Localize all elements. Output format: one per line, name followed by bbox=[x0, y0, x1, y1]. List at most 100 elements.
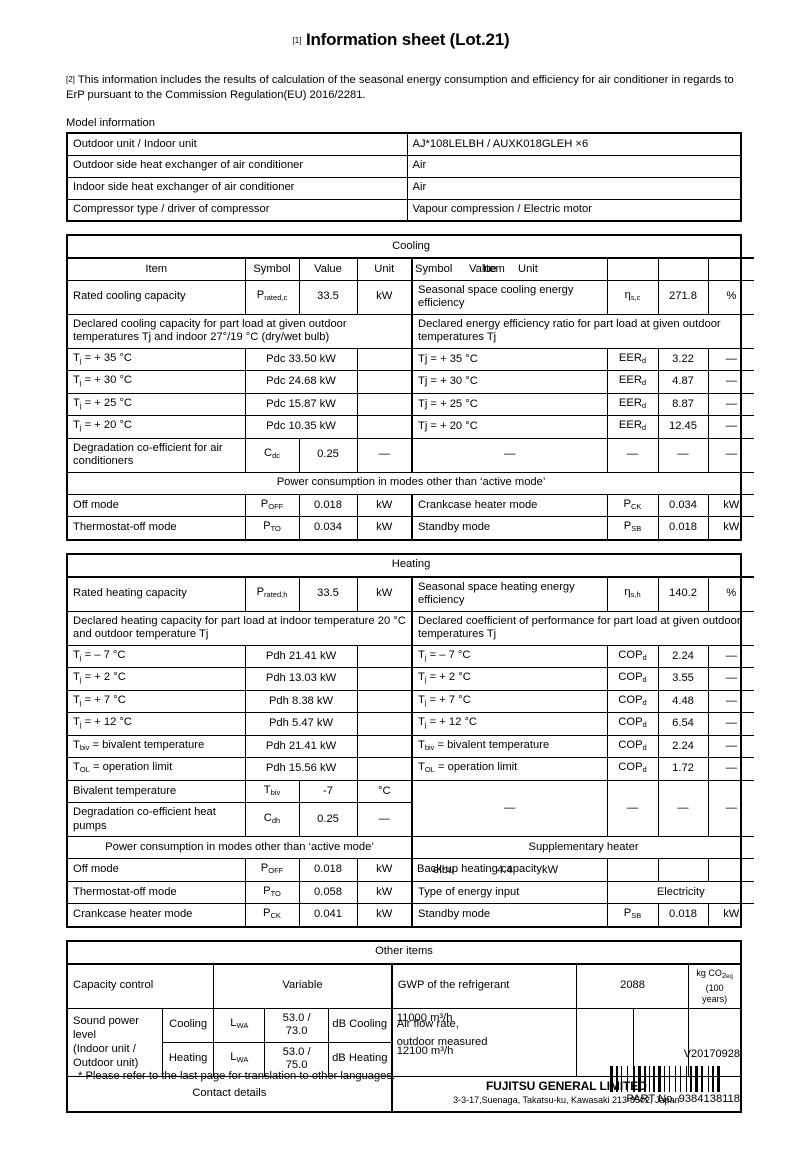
temp-sub: OL bbox=[79, 765, 90, 774]
temp-sub: j bbox=[79, 652, 82, 662]
heating-pdh-unit-blank bbox=[356, 689, 413, 713]
temp-rest: = + 2 °C bbox=[426, 671, 471, 683]
cooling-degradation-symbol: Cdc bbox=[244, 437, 300, 473]
cooling-crankcase-value: 0.034 bbox=[657, 493, 709, 517]
heating-crankcase-symbol: PCK bbox=[244, 903, 300, 926]
symbol-sub: s,c bbox=[630, 293, 641, 303]
temp-symbol: T bbox=[73, 693, 80, 706]
heating-cop-value: 4.48 bbox=[657, 689, 709, 713]
heating-pdh-value: Pdh 13.03 kW bbox=[244, 667, 358, 691]
air-flow-value-top: 11000 m³/h bbox=[396, 1011, 453, 1024]
rated-heating-label: Rated heating capacity bbox=[68, 576, 246, 612]
cooling-pdc-value: Pdc 10.35 kW bbox=[244, 415, 358, 439]
cooling-eer-symbol: EERd bbox=[606, 392, 659, 416]
symbol-sub: WA bbox=[236, 1055, 249, 1065]
temp-symbol: T bbox=[418, 671, 425, 683]
heating-dash-2: — bbox=[606, 779, 659, 837]
symbol-main: COP bbox=[618, 671, 643, 683]
symbol-sub: d bbox=[642, 652, 647, 662]
cooling-pdc-value: Pdc 15.87 kW bbox=[244, 392, 358, 416]
cooling-banner-row: Cooling bbox=[68, 236, 755, 259]
cooling-eer-unit: — bbox=[707, 392, 755, 416]
cooling-pdc-value: Pdc 24.68 kW bbox=[244, 370, 358, 394]
sound-symbol-cooling: LWA bbox=[213, 1007, 266, 1043]
heating-cop-temp: Tbiv = bivalent temperature bbox=[411, 734, 608, 758]
header-unit: Unit bbox=[356, 257, 413, 281]
cooling-crankcase-label: Crankcase heater mode bbox=[411, 493, 608, 517]
symbol-main: COP bbox=[618, 648, 643, 661]
seasonal-heating-label: Seasonal space heating energy efficiency bbox=[411, 576, 608, 612]
symbol-main: P bbox=[256, 289, 265, 302]
energy-input-value: Electricity bbox=[606, 880, 755, 904]
symbol-sub: biv bbox=[270, 787, 281, 797]
temp-symbol: T bbox=[73, 351, 80, 364]
temp-sub: j bbox=[79, 697, 82, 707]
heating-partload-heading-left: Declared heating capacity for part load … bbox=[68, 610, 413, 646]
symbol-sub: d bbox=[642, 765, 647, 774]
cooling-temp-label: Tj = + 20 °C bbox=[68, 415, 246, 439]
company-info: FUJITSU GENERAL LIMITED 3-3-17,Suenaga, … bbox=[390, 1075, 740, 1111]
temp-rest: = + 35 °C bbox=[81, 351, 133, 364]
backup-spacer-1 bbox=[606, 858, 659, 882]
heating-crankcase-value: 0.041 bbox=[298, 903, 358, 926]
bivalent-unit: °C bbox=[356, 779, 413, 803]
cooling-thermostat-value: 0.034 bbox=[298, 516, 358, 539]
symbol-sub: d bbox=[642, 675, 647, 684]
cooling-eer-unit: — bbox=[707, 370, 755, 394]
cooling-table: Cooling Item Symbol Value Unit Symbol Va… bbox=[66, 234, 755, 541]
heating-crankcase-label: Crankcase heater mode bbox=[68, 903, 246, 926]
symbol-sub: TO bbox=[270, 888, 281, 898]
symbol-main: P bbox=[260, 862, 269, 874]
heating-crankcase-unit: kW bbox=[356, 903, 413, 926]
heating-power-banner: Power consumption in modes other than ‘a… bbox=[68, 836, 413, 859]
symbol-main: P bbox=[263, 907, 271, 919]
rated-heating-value: 33.5 bbox=[298, 576, 358, 612]
symbol-main: η bbox=[624, 586, 631, 599]
temp-rest: = – 7 °C bbox=[426, 648, 471, 661]
title-reference-mark: [1] bbox=[292, 36, 302, 45]
table-row: Off mode POFF 0.018 kW Back-up heating c… bbox=[68, 858, 755, 882]
cooling-partload-heading-right: Declared energy efficiency ratio for par… bbox=[410, 313, 755, 349]
backup-spacer-2 bbox=[657, 858, 709, 882]
air-flow-rate-cell: 11000 m³/h Air flow rate, outdoor measur… bbox=[390, 1007, 577, 1077]
heating-cop-temp: Tj = + 12 °C bbox=[411, 712, 608, 736]
symbol-sub: OFF bbox=[268, 866, 284, 875]
symbol-main: T bbox=[263, 783, 271, 796]
backup-heating-capacity-cell: Back-up heating capacity elbu 4.4 kW bbox=[411, 858, 608, 882]
model-row-label: Outdoor unit / Indoor unit bbox=[66, 132, 408, 156]
sound-label-line-1: Sound power level bbox=[73, 1015, 139, 1041]
gwp-unit-main: kg CO bbox=[696, 967, 722, 978]
temp-sub: j bbox=[424, 697, 427, 707]
header-symbol-right: Symbol bbox=[415, 263, 453, 275]
symbol-main: P bbox=[263, 520, 271, 532]
temp-sub: j bbox=[424, 675, 427, 684]
header-value-right: Value bbox=[469, 263, 497, 275]
symbol-sub: d bbox=[641, 378, 647, 387]
heating-cop-temp: TOL = operation limit bbox=[411, 757, 608, 781]
heating-pdh-value: Pdh 15.56 kW bbox=[244, 757, 358, 781]
rated-cooling-unit: kW bbox=[356, 279, 413, 315]
table-row: Tj = + 20 °C Pdc 10.35 kW Tj = + 20 °C E… bbox=[68, 415, 755, 439]
model-information-table: Outdoor unit / Indoor unit AJ*108LELBH /… bbox=[66, 132, 742, 222]
heating-degradation-value: 0.25 bbox=[298, 802, 358, 837]
heating-offmode-value: 0.018 bbox=[298, 858, 358, 882]
temp-rest: = + 30 °C bbox=[81, 374, 133, 386]
model-row-value: Air bbox=[406, 154, 742, 178]
symbol-main: η bbox=[624, 289, 631, 302]
symbol-sub: dh bbox=[271, 815, 281, 825]
air-flow-label-line-1: Air flow rate, bbox=[396, 1017, 459, 1030]
other-items-table: Other items Capacity control Variable GW… bbox=[66, 939, 742, 1113]
heating-cop-value: 6.54 bbox=[657, 712, 709, 736]
cooling-eer-temp: Tj = + 30 °C bbox=[411, 370, 608, 394]
header-right-overlapped: Symbol Value Item Unit bbox=[411, 257, 608, 281]
temp-sub: j bbox=[79, 378, 82, 387]
sound-value-heating: 53.0 / 75.0 bbox=[264, 1041, 329, 1077]
seasonal-cooling-unit: % bbox=[707, 279, 755, 315]
cooling-eer-symbol: EERd bbox=[606, 415, 659, 439]
symbol-sub: CK bbox=[631, 501, 642, 511]
cooling-offmode-value: 0.018 bbox=[298, 493, 358, 517]
temp-symbol: T bbox=[73, 396, 80, 409]
airflow-spacer-3 bbox=[688, 1007, 740, 1077]
symbol-main: P bbox=[623, 907, 632, 919]
temp-sub: j bbox=[79, 720, 82, 729]
